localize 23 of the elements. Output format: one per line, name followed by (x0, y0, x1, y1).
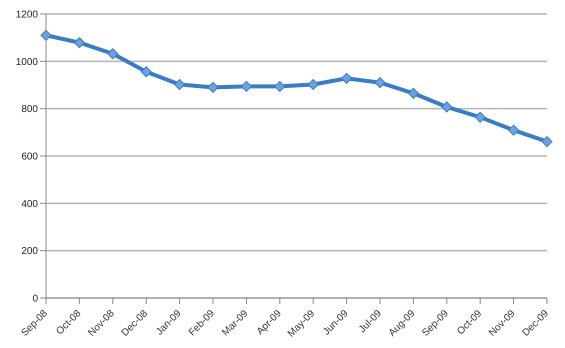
y-tick-label: 200 (21, 246, 38, 258)
point (174, 79, 186, 90)
point (240, 80, 252, 92)
point (441, 102, 452, 113)
y-tick-label: 800 (21, 104, 38, 116)
y-tick-label: 400 (21, 198, 38, 210)
point (274, 80, 286, 92)
y-tick-label: 1200 (16, 10, 38, 21)
point (474, 112, 486, 123)
point (408, 88, 419, 99)
point (508, 124, 520, 136)
point (140, 66, 152, 78)
y-tick-label: 600 (21, 152, 38, 163)
point (374, 77, 386, 88)
point (74, 37, 85, 48)
point (208, 82, 218, 93)
point (542, 136, 552, 148)
point (107, 48, 118, 60)
y-tick-label: 1000 (16, 56, 38, 68)
y-tick-label: 0 (32, 294, 38, 305)
point (341, 72, 352, 84)
point (308, 79, 319, 90)
point (40, 30, 52, 41)
